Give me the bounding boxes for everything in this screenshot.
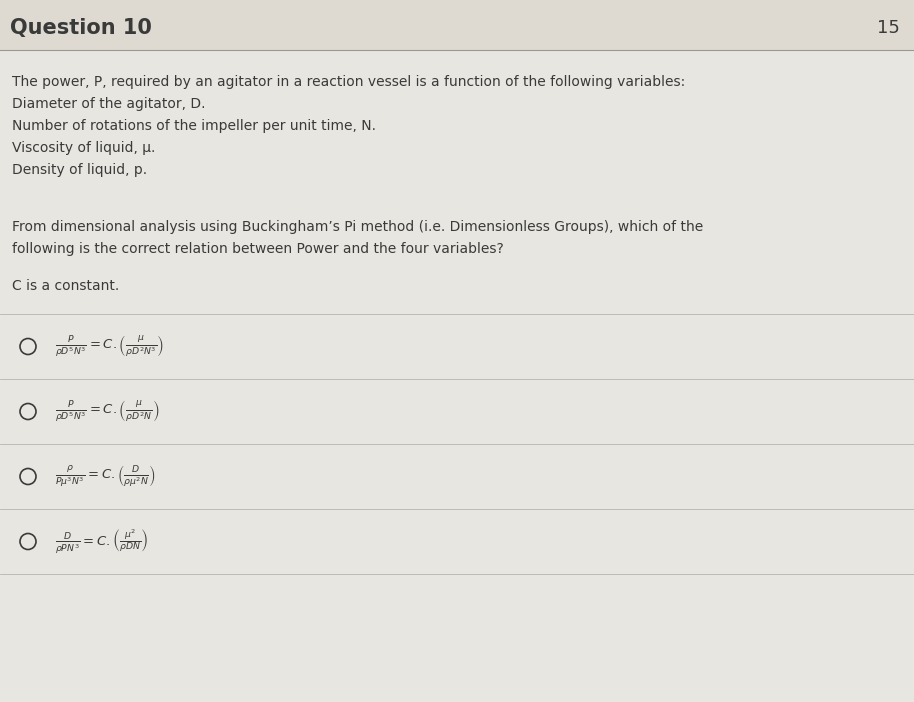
Text: $\frac{D}{\rho P N^3} = C.\left(\frac{\mu^2}{\rho D N}\right)$: $\frac{D}{\rho P N^3} = C.\left(\frac{\m… <box>55 527 149 556</box>
Text: 15: 15 <box>877 19 900 37</box>
Text: $\frac{P}{\rho D^5 N^3} = C.\left(\frac{\mu}{\rho D^2 N}\right)$: $\frac{P}{\rho D^5 N^3} = C.\left(\frac{… <box>55 399 159 425</box>
Text: C is a constant.: C is a constant. <box>12 279 119 293</box>
Text: $\frac{\rho}{P\mu^3 N^3} = C.\left(\frac{D}{\rho\mu^2 N}\right)$: $\frac{\rho}{P\mu^3 N^3} = C.\left(\frac… <box>55 463 155 489</box>
Text: From dimensional analysis using Buckingham’s Pi method (i.e. Dimensionless Group: From dimensional analysis using Buckingh… <box>12 220 703 234</box>
Bar <box>0 0 914 50</box>
Text: Density of liquid, p.: Density of liquid, p. <box>12 163 147 177</box>
Text: Viscosity of liquid, μ.: Viscosity of liquid, μ. <box>12 141 155 155</box>
Text: Question 10: Question 10 <box>10 18 152 38</box>
Text: $\frac{P}{\rho D^5 N^3} = C.\left(\frac{\mu}{\rho D^2 N^3}\right)$: $\frac{P}{\rho D^5 N^3} = C.\left(\frac{… <box>55 333 165 359</box>
Text: following is the correct relation between Power and the four variables?: following is the correct relation betwee… <box>12 242 504 256</box>
Text: Number of rotations of the impeller per unit time, N.: Number of rotations of the impeller per … <box>12 119 376 133</box>
Text: The power, P, required by an agitator in a reaction vessel is a function of the : The power, P, required by an agitator in… <box>12 75 685 89</box>
Text: Diameter of the agitator, D.: Diameter of the agitator, D. <box>12 97 206 111</box>
